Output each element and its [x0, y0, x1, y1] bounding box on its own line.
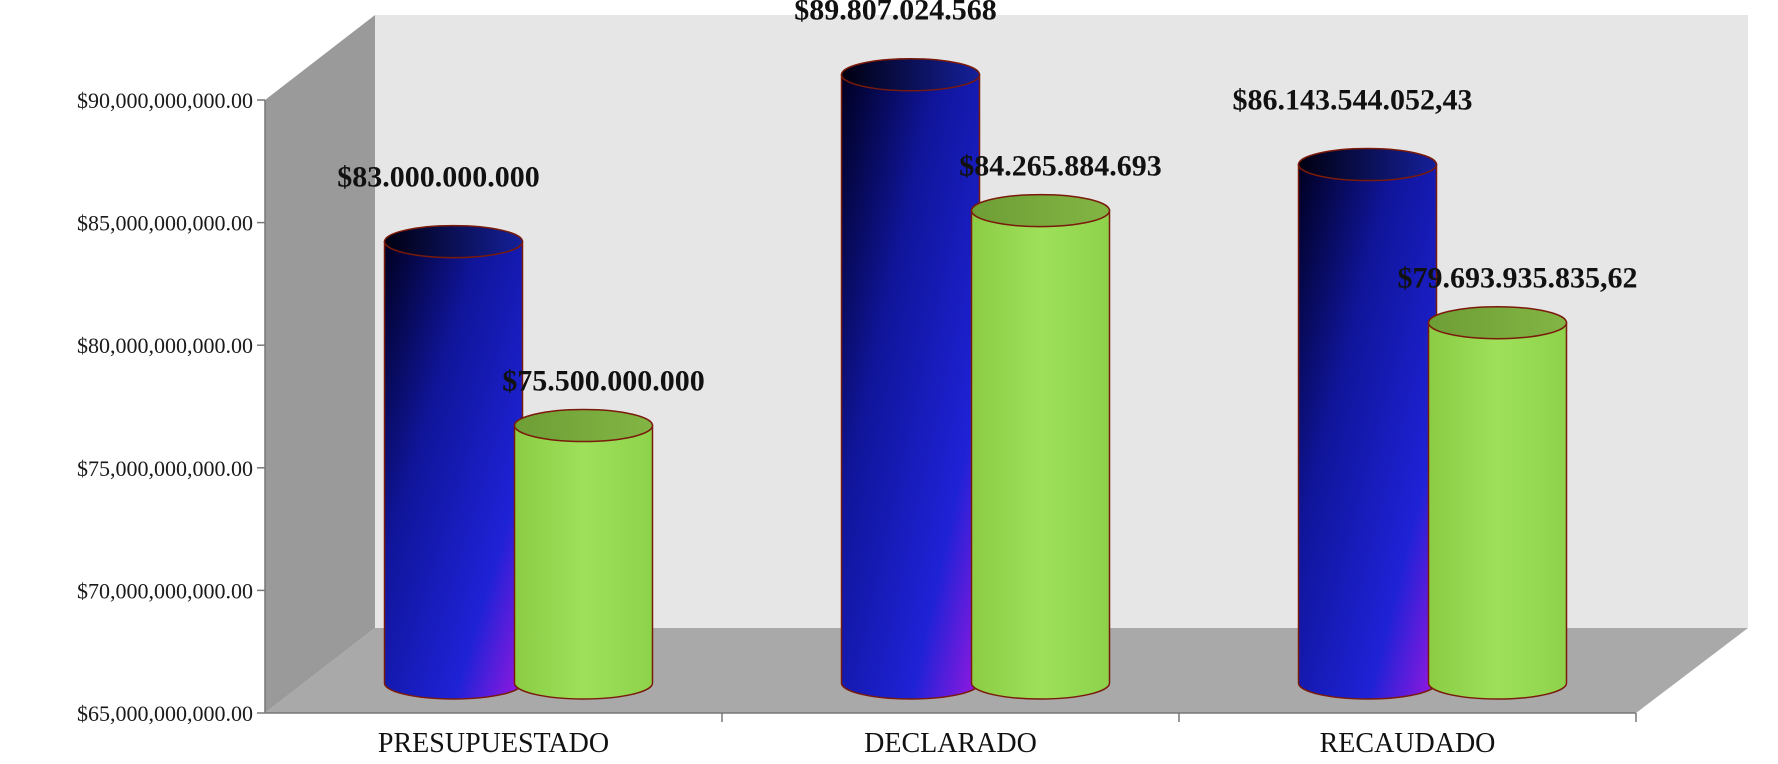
bar-blue [840, 57, 981, 700]
bar-blue [1297, 147, 1438, 700]
bar-green [970, 193, 1111, 700]
y-tick-label: $75,000,000,000.00 [77, 456, 253, 481]
data-labels: $83.000.000.000 $89.807.024.568 $86.143.54… [337, 0, 1637, 398]
category-label: RECAUDADO [1320, 728, 1496, 759]
y-tick-label: $70,000,000,000.00 [77, 578, 253, 603]
y-tick-label: $65,000,000,000.00 [77, 701, 253, 726]
bars [383, 57, 1568, 700]
side-wall [265, 15, 375, 713]
category-label: PRESUPUESTADO [378, 728, 609, 759]
y-axis: $65,000,000,000.00 $70,000,000,000.00 $75,… [77, 88, 1637, 759]
data-label: $83.000.000.000 [337, 161, 540, 194]
data-label: $79.693.935.835,62 [1398, 262, 1638, 295]
data-label: $86.143.544.052,43 [1233, 84, 1473, 117]
bar-blue [383, 224, 524, 700]
bar-green [513, 408, 654, 700]
data-label: $75.500.000.000 [502, 365, 705, 398]
y-tick-label: $80,000,000,000.00 [77, 333, 253, 358]
y-tick-label: $85,000,000,000.00 [77, 211, 253, 236]
data-label: $89.807.024.568 [794, 0, 997, 27]
bar-green [1427, 305, 1568, 700]
data-label: $84.265.884.693 [959, 150, 1162, 183]
category-label: DECLARADO [864, 728, 1037, 759]
y-tick-label: $90,000,000,000.00 [77, 88, 253, 113]
